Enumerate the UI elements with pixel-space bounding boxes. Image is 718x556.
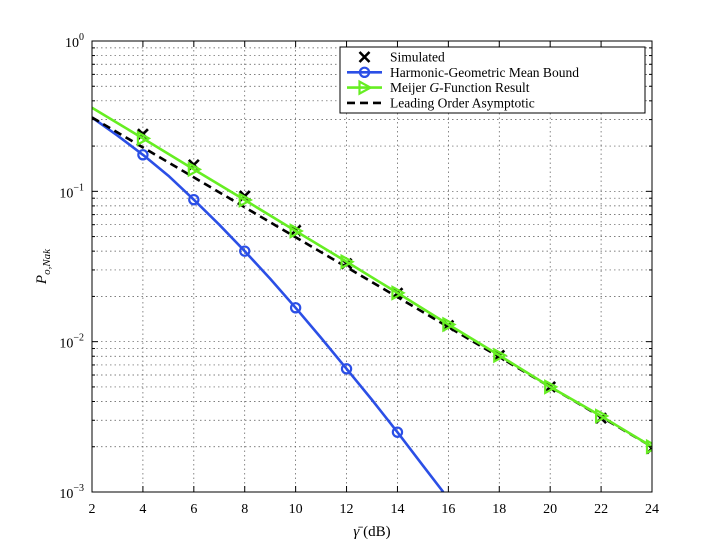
series-harmonic-geometric-mean-bound xyxy=(92,116,445,492)
marker-meijer-g-function-result xyxy=(544,379,559,395)
x-tick-label: 2 xyxy=(89,502,96,517)
marker-meijer-g-function-result xyxy=(289,223,304,239)
marker-meijer-g-function-result xyxy=(340,253,355,270)
x-tick-label: 8 xyxy=(241,502,248,517)
marker-meijer-g-function-result xyxy=(493,347,508,364)
x-tick-label: 14 xyxy=(390,502,404,517)
series-line-meijer-g-function-result xyxy=(92,106,652,448)
marker-harmonic-geometric-mean-bound xyxy=(188,193,200,206)
marker-meijer-g-function-result xyxy=(594,408,610,424)
legend-entry-simulated: Simulated xyxy=(358,50,445,65)
y-axis-label: Po,Nak xyxy=(34,248,53,285)
series-layer xyxy=(92,106,652,492)
x-tick-label: 22 xyxy=(594,502,608,517)
x-tick-label: 12 xyxy=(340,502,354,517)
x-tick-label: 24 xyxy=(645,502,659,517)
legend-label-simulated: Simulated xyxy=(390,50,445,65)
x-tick-label: 4 xyxy=(139,502,146,517)
x-axis-label: γ̄ (dB) xyxy=(353,524,390,540)
legend-entry-leading-order-asymptotic: Leading Order Asymptotic xyxy=(347,95,535,110)
x-tick-label: 18 xyxy=(492,502,506,517)
marker-harmonic-geometric-mean-bound xyxy=(289,302,302,314)
marker-meijer-g-function-result xyxy=(136,130,152,147)
legend-marker-simulated xyxy=(358,51,371,63)
marker-meijer-g-function-result xyxy=(187,161,203,178)
marker-meijer-g-function-result xyxy=(442,316,457,333)
x-tick-label: 20 xyxy=(543,502,557,517)
legend-label-leading-order-asymptotic: Leading Order Asymptotic xyxy=(390,95,535,110)
marker-meijer-g-function-result xyxy=(391,285,406,301)
marker-harmonic-geometric-mean-bound xyxy=(137,149,149,161)
x-tick-label: 16 xyxy=(441,502,455,517)
plot-area xyxy=(92,41,652,492)
marker-meijer-g-function-result xyxy=(645,438,652,455)
series-meijer-g-function-result xyxy=(92,106,652,455)
legend-label-harmonic-geometric-mean-bound: Harmonic-Geometric Mean Bound xyxy=(390,65,579,80)
series-line-leading-order-asymptotic xyxy=(92,116,652,448)
y-tick-label: 100 xyxy=(65,32,84,51)
ticks xyxy=(91,41,653,493)
plot-frame xyxy=(91,40,653,493)
y-tick-label: 10−3 xyxy=(59,483,84,502)
axis-labels: γ̄ (dB) Po,Nak xyxy=(34,248,391,540)
x-tick-label: 6 xyxy=(190,502,197,517)
legend-marker-meijer-g-function-result xyxy=(358,79,373,96)
series-line-harmonic-geometric-mean-bound xyxy=(92,116,445,492)
legend-marker-harmonic-geometric-mean-bound xyxy=(358,66,371,79)
marker-harmonic-geometric-mean-bound xyxy=(239,245,251,257)
legend-marker-simulated-stroke-b xyxy=(358,51,371,63)
series-leading-order-asymptotic xyxy=(92,116,652,448)
legend-label-meijer-g-function-result: Meijer G-Function Result xyxy=(390,80,530,95)
marker-harmonic-geometric-mean-bound xyxy=(391,426,404,438)
x-tick-label: 10 xyxy=(289,502,303,517)
legend-box xyxy=(339,46,646,114)
y-tick-label: 10−1 xyxy=(59,182,84,201)
y-tick-label: 10−2 xyxy=(59,333,84,352)
legend-entry-meijer-g-function-result: Meijer G-Function Result xyxy=(347,79,530,96)
marker-meijer-g-function-result xyxy=(238,192,254,208)
legend-entry-harmonic-geometric-mean-bound: Harmonic-Geometric Mean Bound xyxy=(347,65,579,80)
marker-harmonic-geometric-mean-bound xyxy=(340,363,353,375)
